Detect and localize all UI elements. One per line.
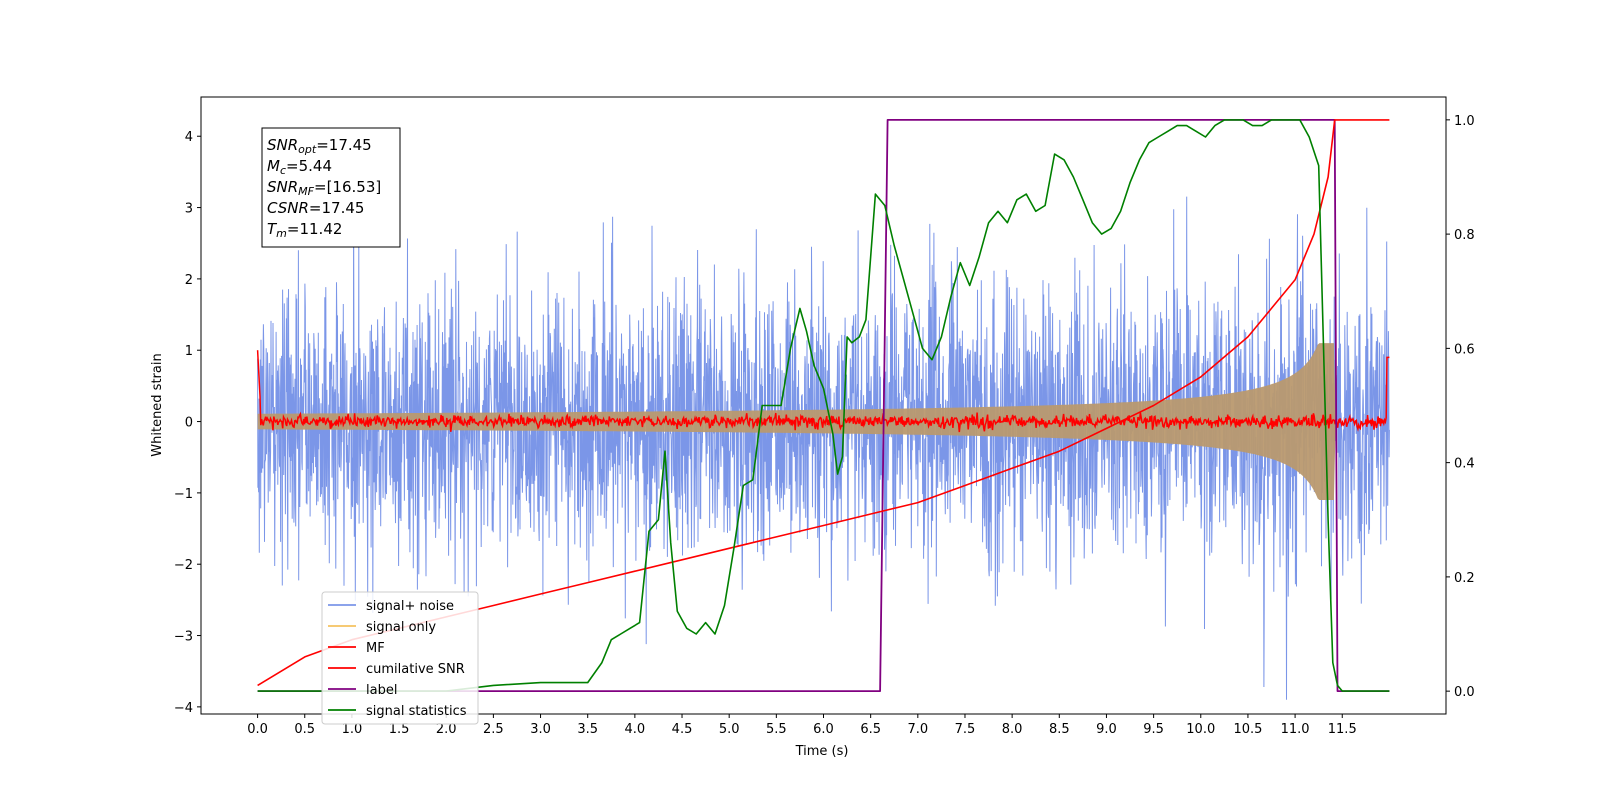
x-tick-label: 5.0	[719, 722, 740, 737]
y-tick-label: 4	[185, 130, 193, 145]
legend-label: signal only	[366, 620, 436, 635]
x-tick-label: 10.0	[1186, 722, 1215, 737]
x-tick-label: 9.5	[1143, 722, 1164, 737]
x-axis-title: Time (s)	[795, 744, 849, 759]
mf-line	[256, 350, 1390, 433]
x-tick-label: 1.5	[389, 722, 410, 737]
annotation-line: Tm=11.42	[267, 220, 342, 240]
mf-series	[256, 350, 1390, 433]
y-axis-right: 0.0 0.2 0.4 0.6 0.8 1.0	[1446, 114, 1475, 700]
x-tick-label: 4.0	[625, 722, 646, 737]
x-tick-label: 6.5	[860, 722, 881, 737]
x-tick-label: 0.0	[247, 722, 268, 737]
x-tick-label: 11.5	[1328, 722, 1357, 737]
x-tick-label: 8.5	[1049, 722, 1070, 737]
x-tick-label: 0.5	[294, 722, 315, 737]
y-axis-left: −4 −3 −2 −1 0 1 2 3 4	[174, 130, 201, 716]
label-series	[257, 119, 1390, 692]
annotation-line: SNRMF=[16.53]	[267, 178, 381, 198]
x-tick-label: 8.0	[1002, 722, 1023, 737]
legend-label: signal+ noise	[366, 599, 454, 614]
x-tick-label: 2.5	[483, 722, 504, 737]
x-tick-label: 4.5	[672, 722, 693, 737]
y-tick-label: 0	[185, 416, 193, 431]
y2-tick-label: 1.0	[1454, 114, 1475, 129]
y2-tick-label: 0.4	[1454, 457, 1475, 472]
annotation-line: Mc=5.44	[267, 157, 332, 177]
annotation-line: SNRopt=17.45	[267, 136, 372, 156]
y-tick-label: −3	[174, 630, 193, 645]
y-tick-label: −1	[174, 487, 193, 502]
x-tick-label: 3.5	[577, 722, 598, 737]
y2-tick-label: 0.0	[1454, 685, 1475, 700]
y-axis-title: Whitened strain	[150, 353, 165, 456]
signal-statistics-line	[257, 119, 1390, 692]
x-tick-label: 6.0	[813, 722, 834, 737]
legend-label: cumilative SNR	[366, 662, 465, 677]
legend: signal+ noise signal only MF cumilative SNR…	[321, 591, 479, 725]
annotation-line: CSNR=17.45	[267, 199, 364, 217]
y2-tick-label: 0.2	[1454, 571, 1475, 586]
y-tick-label: −4	[174, 701, 193, 716]
label-line	[257, 119, 1390, 692]
y2-tick-label: 0.6	[1454, 342, 1475, 357]
x-tick-label: 2.0	[436, 722, 457, 737]
x-tick-label: 7.5	[955, 722, 976, 737]
annotation-frame	[261, 127, 401, 248]
legend-label: signal statistics	[366, 704, 467, 719]
legend-frame	[321, 591, 479, 725]
y-tick-label: −2	[174, 558, 193, 573]
annotation-box: SNRopt=17.45Mc=5.44SNRMF=[16.53]CSNR=17.…	[261, 127, 401, 248]
y-tick-label: 2	[185, 273, 193, 288]
x-tick-label: 3.0	[530, 722, 551, 737]
legend-label: MF	[366, 641, 385, 656]
x-tick-label: 1.0	[342, 722, 363, 737]
x-tick-label: 10.5	[1233, 722, 1262, 737]
legend-label: label	[366, 683, 397, 698]
signal-statistics-series	[257, 119, 1390, 692]
x-tick-label: 9.0	[1096, 722, 1117, 737]
x-tick-label: 11.0	[1281, 722, 1310, 737]
y-tick-label: 1	[185, 344, 193, 359]
x-tick-label: 5.5	[766, 722, 787, 737]
y2-tick-label: 0.8	[1454, 228, 1475, 243]
y-tick-label: 3	[185, 202, 193, 217]
x-tick-label: 7.0	[907, 722, 928, 737]
x-axis: 0.0 0.5 1.0 1.5 2.0 2.5 3.0 3.5 4.0 4.5 5.0 5.5 6.0 6…	[247, 714, 1357, 737]
